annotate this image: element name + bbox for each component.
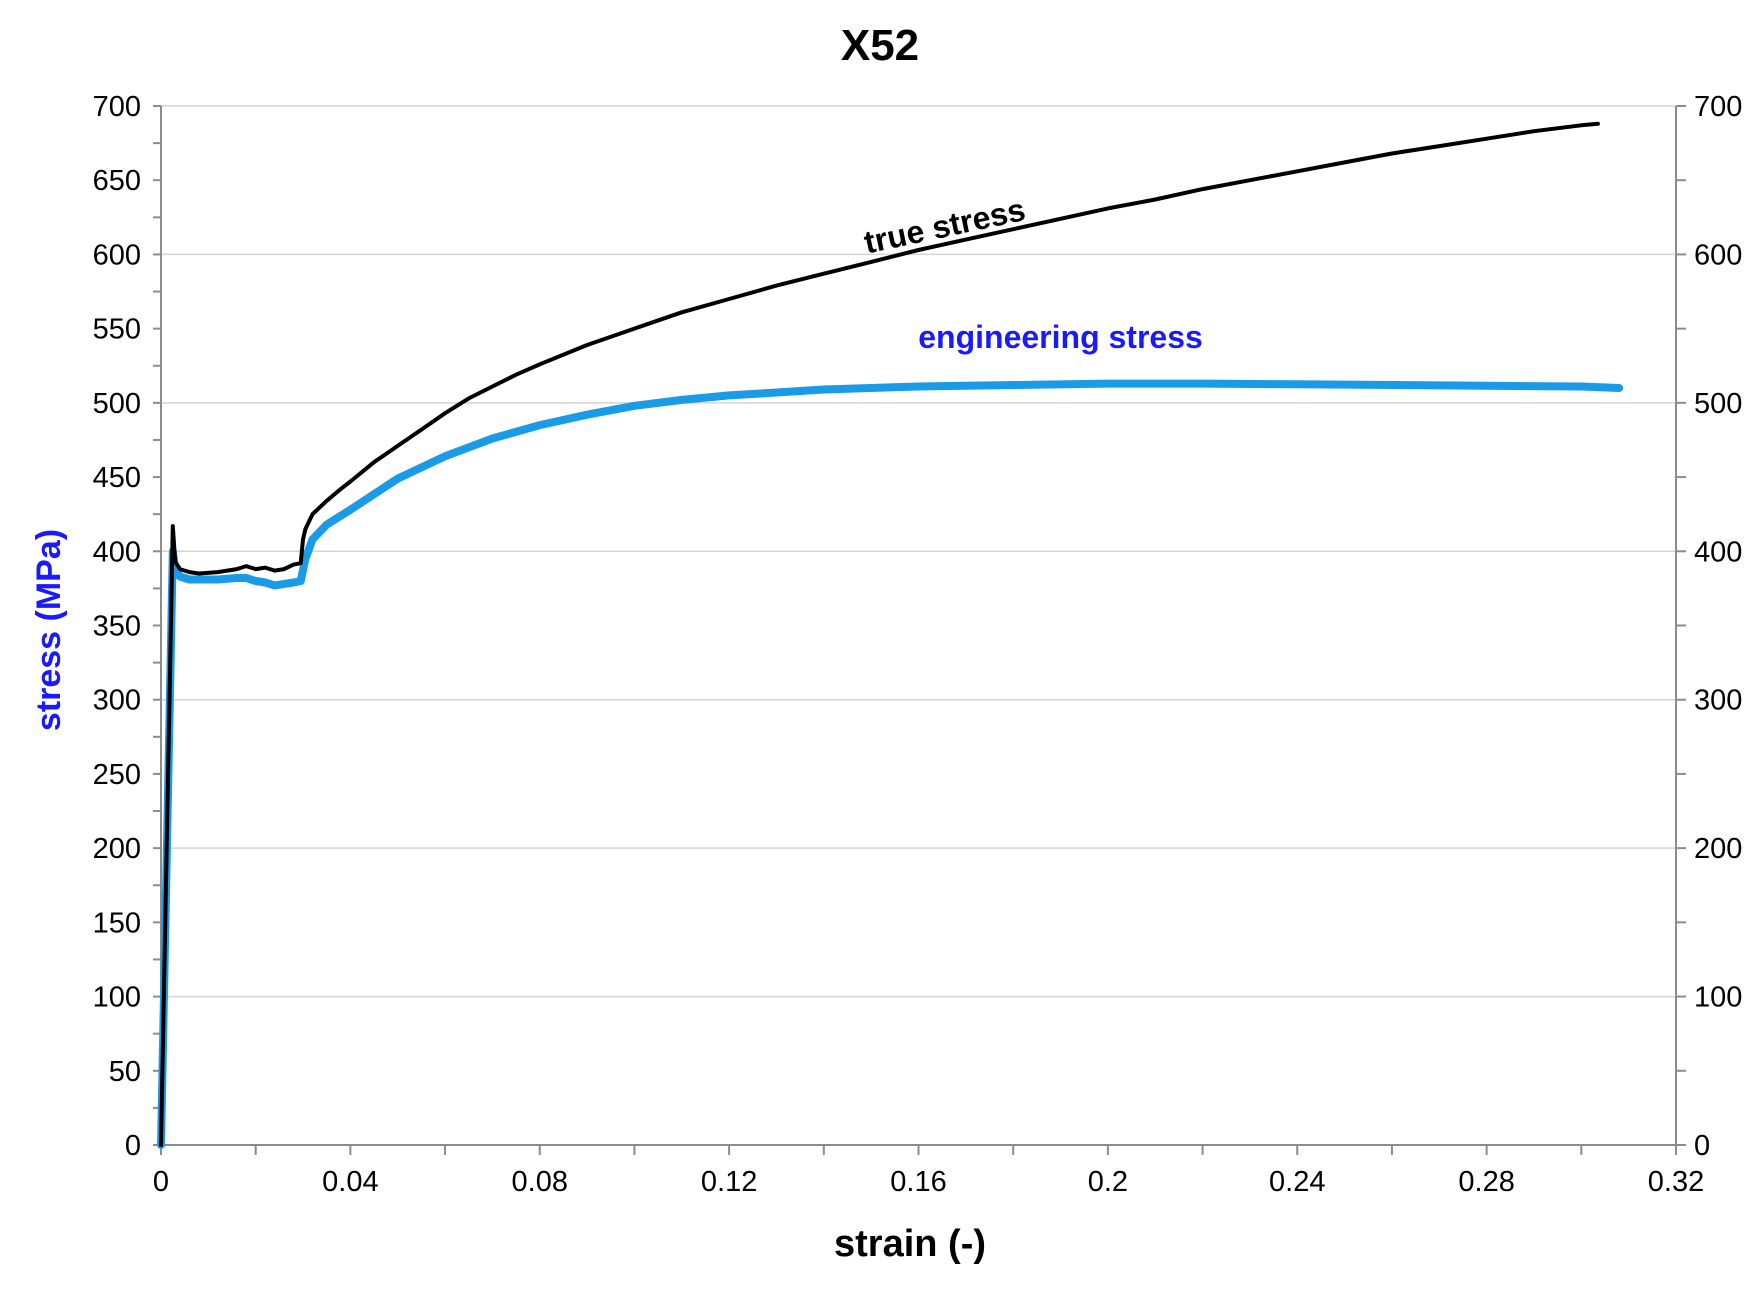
x-tick-label: 0.2 (1088, 1166, 1128, 1198)
y-tick-label-left: 50 (109, 1056, 141, 1088)
x-tick-label: 0.12 (701, 1166, 757, 1198)
y-tick-label-left: 100 (93, 982, 141, 1014)
y-axis-label: stress (MPa) (30, 529, 68, 731)
tick-labels: 0 50 100 150 200 250 300 350 400 450 500 550 600 650 7… (93, 91, 1743, 1198)
annotations: true stress engineering stress (861, 191, 1203, 355)
y-tick-label-right: 100 (1694, 982, 1742, 1014)
y-tick-label-left: 0 (125, 1130, 141, 1162)
grid-lines (161, 105, 1676, 998)
x-tick-label: 0.24 (1269, 1166, 1325, 1198)
x-tick-label: 0.08 (512, 1166, 568, 1198)
y-tick-label-right: 200 (1694, 833, 1742, 865)
y-tick-label-left: 300 (93, 685, 141, 717)
y-tick-label-right: 0 (1694, 1130, 1710, 1162)
x-tick-label: 0.28 (1458, 1166, 1514, 1198)
y-tick-label-left: 150 (93, 907, 141, 939)
y-tick-label-left: 450 (93, 462, 141, 494)
y-tick-label-right: 400 (1694, 536, 1742, 568)
x-tick-label: 0.04 (322, 1166, 378, 1198)
y-tick-label-left: 200 (93, 833, 141, 865)
x-tick-label: 0.16 (890, 1166, 946, 1198)
y-tick-label-left: 350 (93, 611, 141, 643)
chart-title: X52 (841, 21, 919, 70)
series-line-true-stress (159, 121, 1600, 1147)
y-tick-label-left: 700 (93, 91, 141, 123)
annotation-true-stress: true stress (861, 191, 1029, 260)
y-tick-label-left: 600 (93, 239, 141, 271)
y-tick-label-right: 300 (1694, 685, 1742, 717)
y-tick-label-left: 400 (93, 536, 141, 568)
data-series (157, 121, 1624, 1149)
y-tick-label-right: 500 (1694, 388, 1742, 420)
y-tick-label-left: 250 (93, 759, 141, 791)
axes (153, 105, 1686, 1155)
y-tick-label-left: 650 (93, 165, 141, 197)
x-axis-label: strain (-) (834, 1223, 986, 1265)
series-line-engineering-stress (157, 379, 1624, 1149)
annotation-engineering-stress: engineering stress (918, 319, 1203, 355)
x-tick-label: 0.32 (1648, 1166, 1704, 1198)
y-tick-label-right: 700 (1694, 91, 1742, 123)
y-tick-label-left: 550 (93, 314, 141, 346)
x-tick-label: 0 (153, 1166, 169, 1198)
y-tick-label-right: 600 (1694, 239, 1742, 271)
y-tick-label-left: 500 (93, 388, 141, 420)
